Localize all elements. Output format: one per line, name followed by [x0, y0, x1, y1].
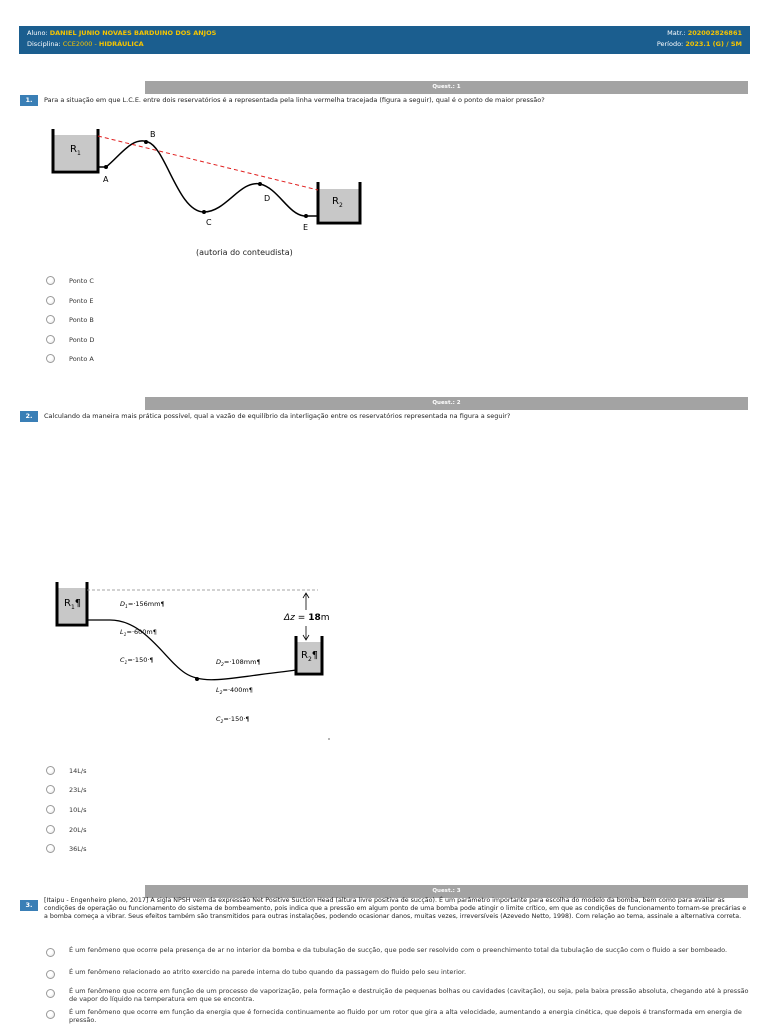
option-label: Ponto E	[69, 297, 94, 305]
radio-button[interactable]	[46, 296, 55, 305]
energy-line	[97, 135, 319, 191]
header-row-student: Aluno: DANIEL JUNIO NOVAES BARDUINO DOS …	[27, 29, 742, 40]
option-label: Ponto C	[69, 277, 94, 285]
option-label: É um fenômeno que ocorre pela presença d…	[69, 946, 728, 954]
radio-button[interactable]	[46, 805, 55, 814]
radio-button[interactable]	[46, 785, 55, 794]
matr-label: Matr.:	[667, 29, 686, 37]
radio-button[interactable]	[46, 844, 55, 853]
point-c-label: C	[206, 218, 212, 227]
option-label: É um fenômeno relacionado ao atrito exer…	[69, 968, 467, 976]
d1-label: D1=·156mm¶	[120, 600, 165, 610]
question-3-bar: Quest.: 3	[145, 885, 748, 898]
radio-button[interactable]	[46, 315, 55, 324]
stray-dot	[328, 738, 330, 740]
disciplina-name: HIDRÁULICA	[98, 40, 144, 48]
question-2-figure: R1¶ R2¶ Δz = 18m D1=·156mm¶ L1=·600m¶ C1…	[55, 582, 330, 740]
d2-label: D2=·108mm¶	[216, 658, 261, 668]
reservoir-r1-water	[57, 588, 87, 623]
point-d-label: D	[264, 194, 270, 203]
option-label: Ponto A	[69, 355, 94, 363]
question-2-text: Calculando da maneira mais prática possí…	[44, 412, 511, 420]
option-label: Ponto B	[69, 316, 94, 324]
pipe-profile	[98, 140, 318, 217]
matricula-info: Matr.: 202002826861	[667, 29, 742, 37]
radio-button[interactable]	[46, 766, 55, 775]
radio-button[interactable]	[46, 354, 55, 363]
delta-z-label: Δz = 18m	[283, 613, 330, 623]
question-1-bar: Quest.: 1	[145, 81, 748, 94]
option-label: 23L/s	[69, 786, 87, 794]
matr-value: 202002826861	[687, 29, 742, 37]
option-label: É um fenômeno que ocorre em função da en…	[69, 1008, 742, 1024]
radio-button[interactable]	[46, 825, 55, 834]
l1-label: L1=·600m¶	[120, 628, 157, 638]
reservoir-r1-label: R1¶	[64, 598, 81, 611]
aluno-label: Aluno:	[27, 29, 48, 37]
point-a-label: A	[103, 175, 109, 184]
option-label: 36L/s	[69, 845, 87, 853]
pipe-junction-marker	[195, 677, 199, 681]
question-3-text: [Itaipu - Engenheiro pleno, 2017] A sigl…	[44, 897, 747, 920]
question-2-bar: Quest.: 2	[145, 397, 748, 410]
question-3-number: 3.	[20, 900, 38, 911]
point-d-marker	[258, 182, 262, 186]
course-info: Disciplina: CCE2000 - HIDRÁULICA	[27, 40, 144, 48]
question-1-figure: R1 R2 A B C D E	[51, 129, 362, 232]
disciplina-label: Disciplina:	[27, 40, 61, 48]
reservoir-r1-water	[53, 135, 98, 170]
radio-button[interactable]	[46, 970, 55, 979]
student-info: Aluno: DANIEL JUNIO NOVAES BARDUINO DOS …	[27, 29, 216, 37]
reservoir-r2-label: R2¶	[301, 650, 318, 663]
question-2-number: 2.	[20, 411, 38, 422]
radio-button[interactable]	[46, 948, 55, 957]
student-header: Aluno: DANIEL JUNIO NOVAES BARDUINO DOS …	[19, 26, 750, 54]
l2-label: L2=·400m¶	[216, 686, 253, 696]
periodo-label: Período:	[656, 40, 684, 48]
option-label: 14L/s	[69, 767, 87, 775]
reservoir-r2-water	[296, 642, 322, 672]
reservoir-r2-water	[318, 189, 360, 221]
question-1-number: 1.	[20, 95, 38, 106]
aluno-name: DANIEL JUNIO NOVAES BARDUINO DOS ANJOS	[49, 29, 217, 37]
pipe-profile	[87, 619, 297, 681]
radio-button[interactable]	[46, 1010, 55, 1019]
disciplina-code: CCE2000 -	[62, 40, 97, 48]
reservoir-r1-walls	[51, 129, 100, 174]
reservoir-r1-label: R1	[70, 144, 81, 157]
point-b-label: B	[150, 130, 156, 139]
point-c-marker	[202, 210, 206, 214]
c2-label: C2=·150·¶	[216, 715, 250, 725]
option-label: 20L/s	[69, 826, 87, 834]
period-info: Período: 2023.1 (G) / SM	[657, 40, 742, 48]
dz-arrow-up-head	[302, 592, 310, 599]
question-1-text: Para a situação em que L.C.E. entre dois…	[44, 96, 545, 104]
dz-arrow-down-head	[302, 634, 310, 641]
point-b-marker	[144, 140, 148, 144]
radio-button[interactable]	[46, 989, 55, 998]
point-e-label: E	[303, 223, 308, 232]
reservoir-r1-walls	[55, 582, 89, 627]
question-1-figure-caption: (autoria do conteudista)	[196, 248, 293, 257]
option-label: É um fenômeno que ocorre em função de um…	[69, 987, 749, 1003]
header-row-course: Disciplina: CCE2000 - HIDRÁULICA Período…	[27, 40, 742, 51]
point-a-marker	[104, 165, 108, 169]
option-label: 10L/s	[69, 806, 87, 814]
c1-label: C1=·150·¶	[120, 656, 154, 666]
reservoir-r2-walls	[294, 636, 324, 676]
radio-button[interactable]	[46, 335, 55, 344]
periodo-value: 2023.1 (G) / SM	[685, 40, 742, 48]
reservoir-r2-walls	[316, 182, 362, 225]
radio-button[interactable]	[46, 276, 55, 285]
point-e-marker	[304, 214, 308, 218]
option-label: Ponto D	[69, 336, 95, 344]
reservoir-r2-label: R2	[332, 196, 343, 209]
